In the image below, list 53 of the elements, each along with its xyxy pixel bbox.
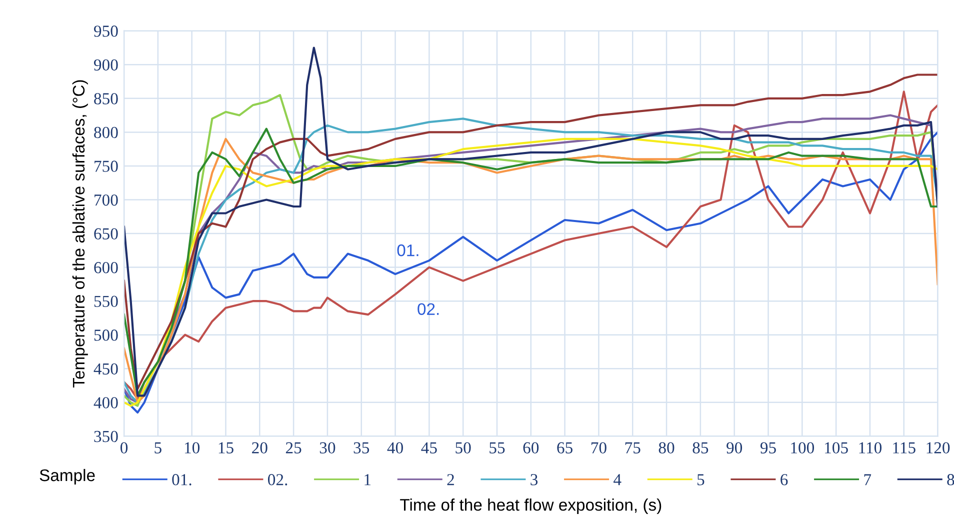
- y-tick-label: 750: [94, 160, 118, 172]
- x-tick-label: 25: [286, 442, 302, 454]
- y-axis-title: Temperature of the ablative surfaces, (°C): [72, 80, 88, 388]
- y-tick-label: 650: [94, 228, 118, 240]
- x-axis-title: Time of the heat flow exposition, (s): [400, 498, 662, 514]
- y-tick-label: 950: [94, 26, 118, 37]
- legend-title: Sample: [40, 468, 95, 484]
- x-tick-label: 90: [726, 442, 742, 454]
- x-tick-label: 85: [692, 442, 708, 454]
- legend-label: 1: [364, 474, 371, 486]
- x-tick-label: 40: [387, 442, 403, 454]
- x-tick-label: 15: [218, 442, 234, 454]
- y-tick-label: 600: [94, 262, 118, 274]
- y-tick-label: 900: [94, 59, 118, 71]
- legend-label: 01.: [172, 474, 192, 486]
- annotation: 01.: [397, 244, 418, 256]
- x-tick-label: 65: [557, 442, 572, 454]
- legend-label: 4: [614, 474, 622, 486]
- x-tick-label: 110: [859, 442, 882, 454]
- x-tick-label: 30: [320, 442, 336, 454]
- y-tick-label: 500: [94, 330, 118, 341]
- x-tick-label: 115: [893, 442, 916, 454]
- x-tick-label: 35: [354, 442, 370, 454]
- y-tick-label: 800: [94, 126, 118, 138]
- x-tick-label: 80: [658, 442, 674, 454]
- x-tick-label: 20: [252, 442, 268, 454]
- legend-label: 2: [447, 474, 454, 486]
- x-tick-label: 95: [760, 442, 776, 454]
- x-tick-label: 75: [625, 442, 640, 454]
- x-tick-label: 10: [184, 442, 200, 454]
- y-tick-label: 550: [94, 296, 118, 308]
- annotation: 02.: [418, 303, 439, 316]
- legend-label: 7: [864, 474, 872, 486]
- x-tick-label: 45: [421, 442, 437, 454]
- legend-label: 6: [780, 474, 788, 486]
- x-tick-label: 70: [591, 442, 606, 454]
- x-tick-label: 50: [456, 442, 471, 454]
- legend-label: 3: [530, 474, 538, 486]
- legend-label: 5: [698, 474, 704, 486]
- y-tick-label: 450: [94, 363, 118, 375]
- legend-label: 02.: [268, 474, 288, 486]
- y-tick-label: 850: [94, 93, 118, 104]
- x-tick-label: 0: [120, 442, 128, 454]
- legend-label: 8: [947, 474, 954, 486]
- y-tick-label: 350: [94, 430, 118, 442]
- x-tick-label: 105: [825, 442, 848, 454]
- x-tick-label: 60: [523, 442, 539, 454]
- y-tick-label: 400: [94, 397, 118, 408]
- x-tick-label: 55: [490, 442, 505, 454]
- x-tick-label: 120: [926, 442, 950, 454]
- y-tick-label: 700: [94, 194, 118, 206]
- x-tick-label: 5: [154, 442, 162, 454]
- x-tick-label: 100: [791, 442, 814, 454]
